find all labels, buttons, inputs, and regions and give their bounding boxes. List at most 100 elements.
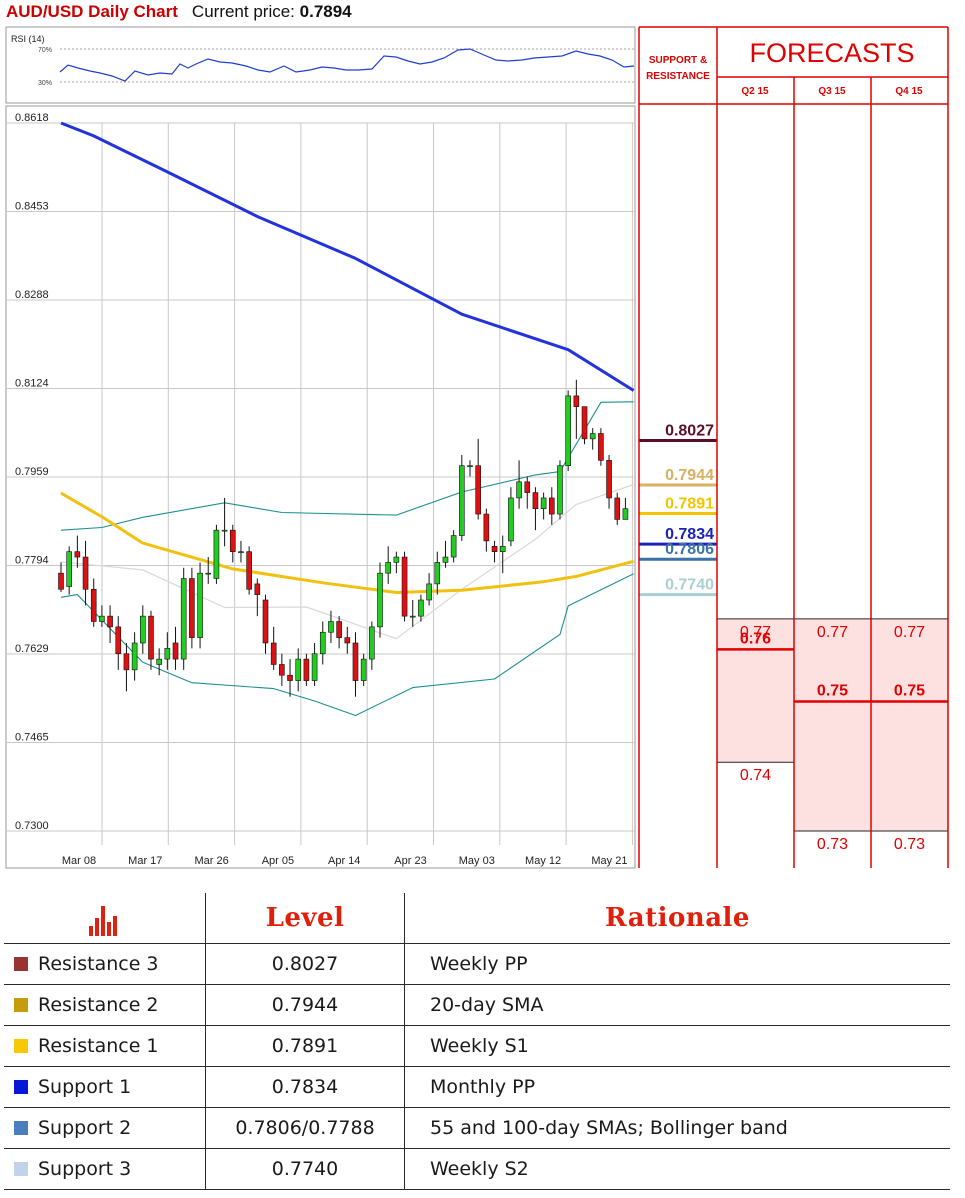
candlestick xyxy=(418,594,424,622)
candlestick xyxy=(82,540,89,606)
candlestick xyxy=(385,546,392,584)
candlestick xyxy=(107,605,113,643)
row-level: 0.7806/0.7788 xyxy=(205,1107,405,1149)
candle-body xyxy=(279,664,285,676)
candle-body xyxy=(82,556,89,590)
candle-body xyxy=(352,642,359,681)
candlestick xyxy=(156,648,162,676)
candle-body xyxy=(123,653,130,671)
candle-body xyxy=(393,556,400,563)
forecast-value: 0.75 xyxy=(817,683,848,700)
candlestick xyxy=(90,578,97,627)
candlestick xyxy=(491,540,498,563)
candlestick xyxy=(164,632,171,670)
candlestick xyxy=(459,454,465,541)
candlestick xyxy=(328,610,334,643)
x-tick-label: Apr 14 xyxy=(328,855,360,867)
candle-body xyxy=(499,545,506,552)
candle-body xyxy=(467,465,473,468)
color-swatch xyxy=(14,998,28,1012)
candlestick xyxy=(148,610,154,670)
current-price-value: 0.7894 xyxy=(299,2,352,21)
candlestick xyxy=(483,508,490,552)
sma200-line xyxy=(60,121,635,392)
forecast-value: 0.75 xyxy=(894,683,925,700)
candlestick xyxy=(172,626,179,670)
candlestick xyxy=(140,605,146,654)
candle-body xyxy=(622,508,629,520)
sr-header-line2: RESISTANCE xyxy=(646,71,710,82)
row-level: 0.7891 xyxy=(205,1025,405,1067)
candle-body xyxy=(524,481,531,493)
candlestick xyxy=(548,487,555,525)
row-name: Support 1 xyxy=(38,1076,132,1098)
candlestick xyxy=(221,497,228,547)
sr-level-label: 0.7740 xyxy=(665,577,714,594)
candle-body xyxy=(573,395,580,407)
rsi-30-tick: 30% xyxy=(38,80,52,87)
table-row: Resistance 3 0.8027 Weekly PP xyxy=(4,943,950,985)
candlestick xyxy=(205,557,212,584)
candle-body xyxy=(99,615,105,622)
levels-table-header: Level Rationale xyxy=(4,893,950,944)
forecast-shading xyxy=(717,618,948,831)
x-tick-label: Mar 08 xyxy=(62,855,96,867)
candle-body xyxy=(483,513,490,542)
candlestick xyxy=(344,626,351,654)
candle-body xyxy=(90,588,97,622)
chart-and-forecast-area: RSI (14) 70% 30% 0.8618 0.8453 0.8288 0.812… xyxy=(5,26,949,869)
candle-body xyxy=(140,615,146,644)
color-swatch xyxy=(14,1080,28,1094)
row-level: 0.7834 xyxy=(205,1066,405,1108)
y-tick-label: 0.7465 xyxy=(15,732,49,744)
candlestick xyxy=(279,653,285,686)
candle-body xyxy=(418,599,424,617)
candlestick xyxy=(401,551,408,622)
candlestick xyxy=(450,530,457,563)
table-row: Support 1 0.7834 Monthly PP xyxy=(4,1066,950,1108)
y-tick-label: 0.7300 xyxy=(15,820,49,832)
candle-body xyxy=(426,583,432,601)
candlestick xyxy=(303,653,310,686)
row-name-cell: Support 1 xyxy=(4,1066,206,1108)
candle-body xyxy=(540,497,547,509)
candle-body xyxy=(131,642,138,671)
forecast-value: 0.77 xyxy=(740,624,771,641)
chart-header: AUD/USD Daily Chart Current price: 0.7894 xyxy=(6,2,352,22)
row-name-cell: Support 2 xyxy=(4,1107,206,1149)
color-swatch xyxy=(14,1121,28,1135)
candle-body xyxy=(459,465,465,536)
candlestick xyxy=(467,460,473,477)
candle-body xyxy=(238,551,244,553)
table-row: Resistance 1 0.7891 Weekly S1 xyxy=(4,1025,950,1067)
row-name: Resistance 2 xyxy=(38,994,159,1016)
candle-body xyxy=(557,465,563,515)
candlestick xyxy=(516,460,522,509)
candlestick xyxy=(508,487,514,547)
candlestick xyxy=(614,492,621,525)
row-level: 0.8027 xyxy=(205,943,405,985)
candle-body xyxy=(475,465,481,515)
rsi-label: RSI (14) xyxy=(11,34,45,44)
forecast-value: 0.74 xyxy=(740,767,771,784)
candle-body xyxy=(319,631,326,655)
candle-body xyxy=(516,481,522,499)
levels-table: Level Rationale Resistance 3 0.8027 Week… xyxy=(4,893,950,1190)
sma55-line xyxy=(60,491,634,594)
forecast-range-shade xyxy=(717,618,794,763)
candle-body xyxy=(164,648,171,660)
candlestick xyxy=(499,535,506,574)
row-rationale: Monthly PP xyxy=(404,1066,950,1108)
row-rationale: 20-day SMA xyxy=(404,984,950,1026)
row-rationale: 55 and 100-day SMAs; Bollinger band xyxy=(404,1107,950,1149)
sr-level-label: 0.7834 xyxy=(665,526,714,543)
price-chart: 0.8618 0.8453 0.8288 0.8124 0.7959 0.7794 0.76… xyxy=(5,105,642,869)
candlestick xyxy=(475,438,481,520)
candle-body xyxy=(360,658,367,681)
candle-body xyxy=(66,551,72,587)
table-row: Support 2 0.7806/0.7788 55 and 100-day S… xyxy=(4,1107,950,1149)
candlestick xyxy=(180,567,187,670)
rationale-column-header: Rationale xyxy=(404,893,950,944)
forecast-frame xyxy=(638,26,949,868)
